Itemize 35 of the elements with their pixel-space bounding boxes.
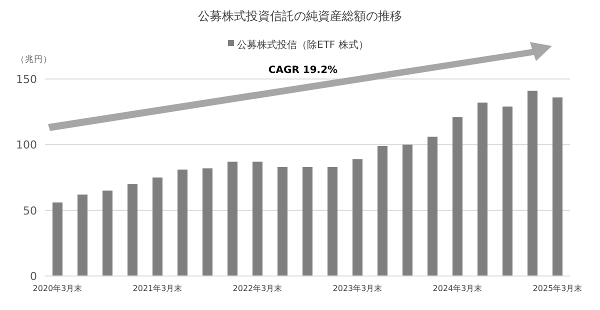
y-axis-title: （兆円） (16, 54, 52, 65)
chart-title: 公募株式投資信託の純資産総額の推移 (198, 9, 402, 23)
bar (452, 117, 462, 276)
text: CAGR 19.2% (268, 65, 338, 76)
bar (78, 194, 88, 276)
bar (502, 106, 512, 276)
y-tick-label: 50 (23, 204, 37, 218)
bar (152, 178, 162, 276)
bar (478, 102, 488, 276)
bar (352, 159, 362, 276)
bar (402, 144, 412, 276)
bar (52, 202, 62, 276)
bar (278, 166, 288, 276)
y-tick-label: 150 (16, 73, 37, 86)
bar (552, 97, 562, 276)
bar (528, 90, 538, 276)
bar (378, 146, 388, 276)
bar (102, 190, 112, 276)
bar (128, 184, 138, 276)
y-tick-label: 0 (30, 270, 37, 283)
x-tick-label: 2021年3月末 (132, 284, 182, 293)
x-tick-label: 2024年3月末 (432, 284, 482, 293)
x-tick-label: 2023年3月末 (332, 284, 382, 293)
bar (328, 166, 338, 276)
y-tick-label: 100 (16, 138, 37, 152)
bar (428, 136, 438, 276)
bar (252, 162, 262, 276)
x-tick-label: 2022年3月末 (232, 284, 282, 293)
bar (228, 162, 238, 276)
x-tick-label: 2025年3月末 (532, 284, 582, 293)
bar (178, 170, 188, 276)
legend-label: 公募株式投信（除ETF 株式） (237, 39, 368, 51)
bar (302, 166, 312, 276)
bar (202, 168, 212, 276)
x-tick-label: 2020年3月末 (32, 284, 82, 293)
